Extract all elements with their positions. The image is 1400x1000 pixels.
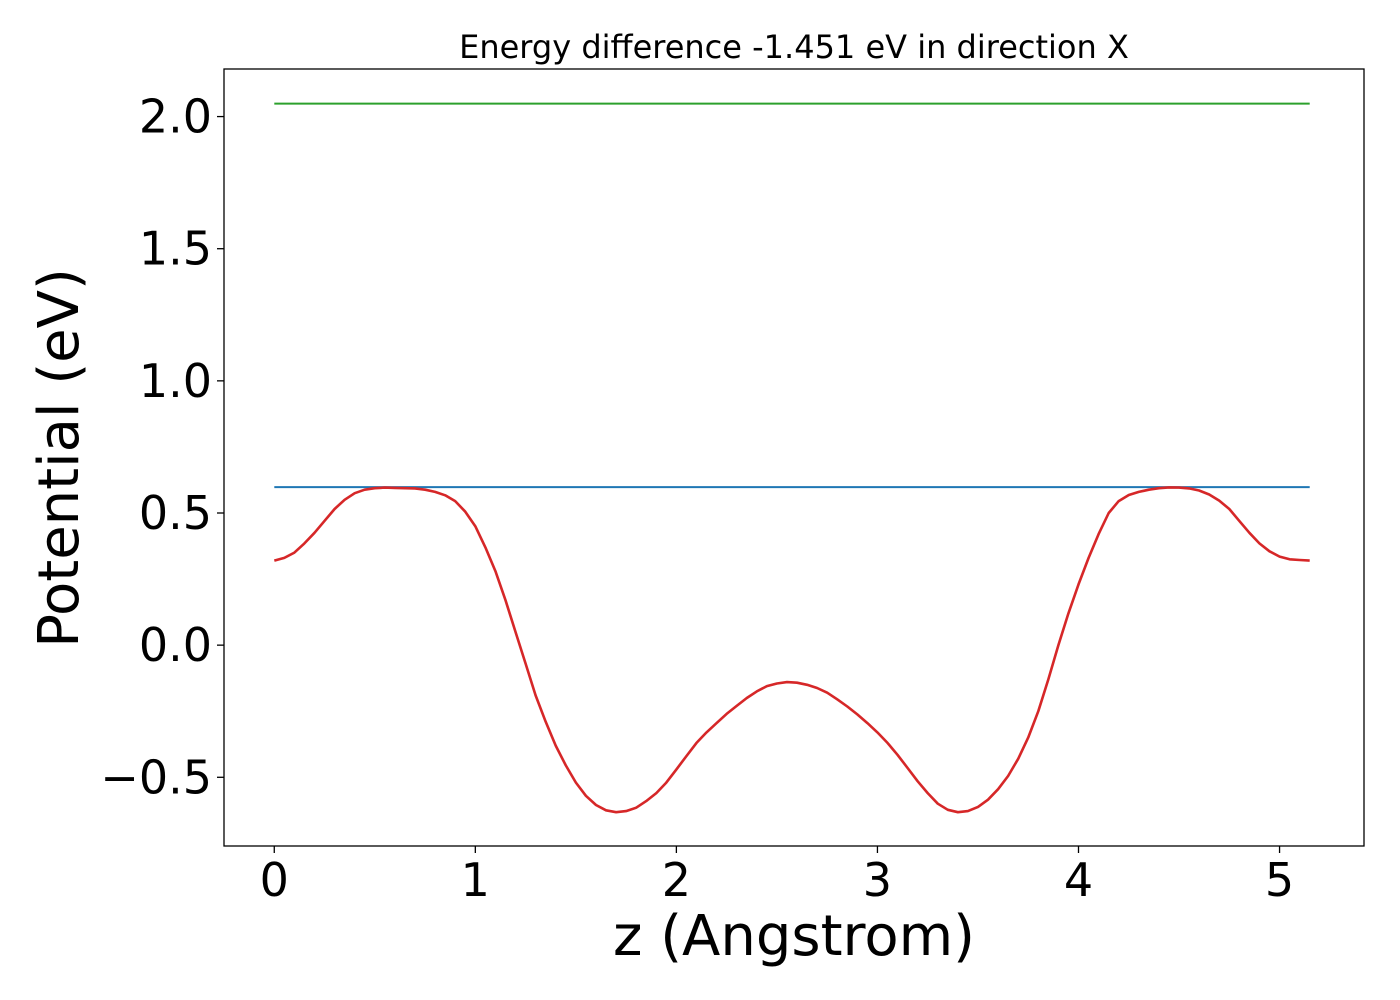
x-tick-label: 3 — [863, 853, 892, 907]
y-axis-label: Potential (eV) — [27, 268, 92, 648]
series-lines — [273, 102, 1310, 814]
chart-title: Energy difference -1.451 eV in direction… — [459, 28, 1129, 66]
x-tick-label: 0 — [260, 853, 289, 907]
y-tick-label: 1.5 — [139, 222, 212, 276]
y-tick-label: 0.0 — [139, 618, 212, 672]
x-tick-label: 4 — [1064, 853, 1093, 907]
x-tick-label: 5 — [1265, 853, 1294, 907]
y-tick-label: 1.0 — [139, 354, 212, 408]
y-tick-label: −0.5 — [100, 750, 212, 804]
y-tick-label: 0.5 — [139, 486, 212, 540]
y-axis-ticks: −0.5 0.0 0.5 1.0 1.5 2.0 — [100, 90, 224, 804]
x-axis-label: z (Angstrom) — [613, 904, 975, 969]
series-line-2 — [273, 486, 1310, 814]
y-tick-label: 2.0 — [139, 90, 212, 144]
x-axis-ticks: 0 1 2 3 4 5 — [260, 846, 1294, 907]
x-tick-label: 1 — [461, 853, 490, 907]
x-tick-label: 2 — [662, 853, 691, 907]
plot-area — [223, 68, 1365, 847]
